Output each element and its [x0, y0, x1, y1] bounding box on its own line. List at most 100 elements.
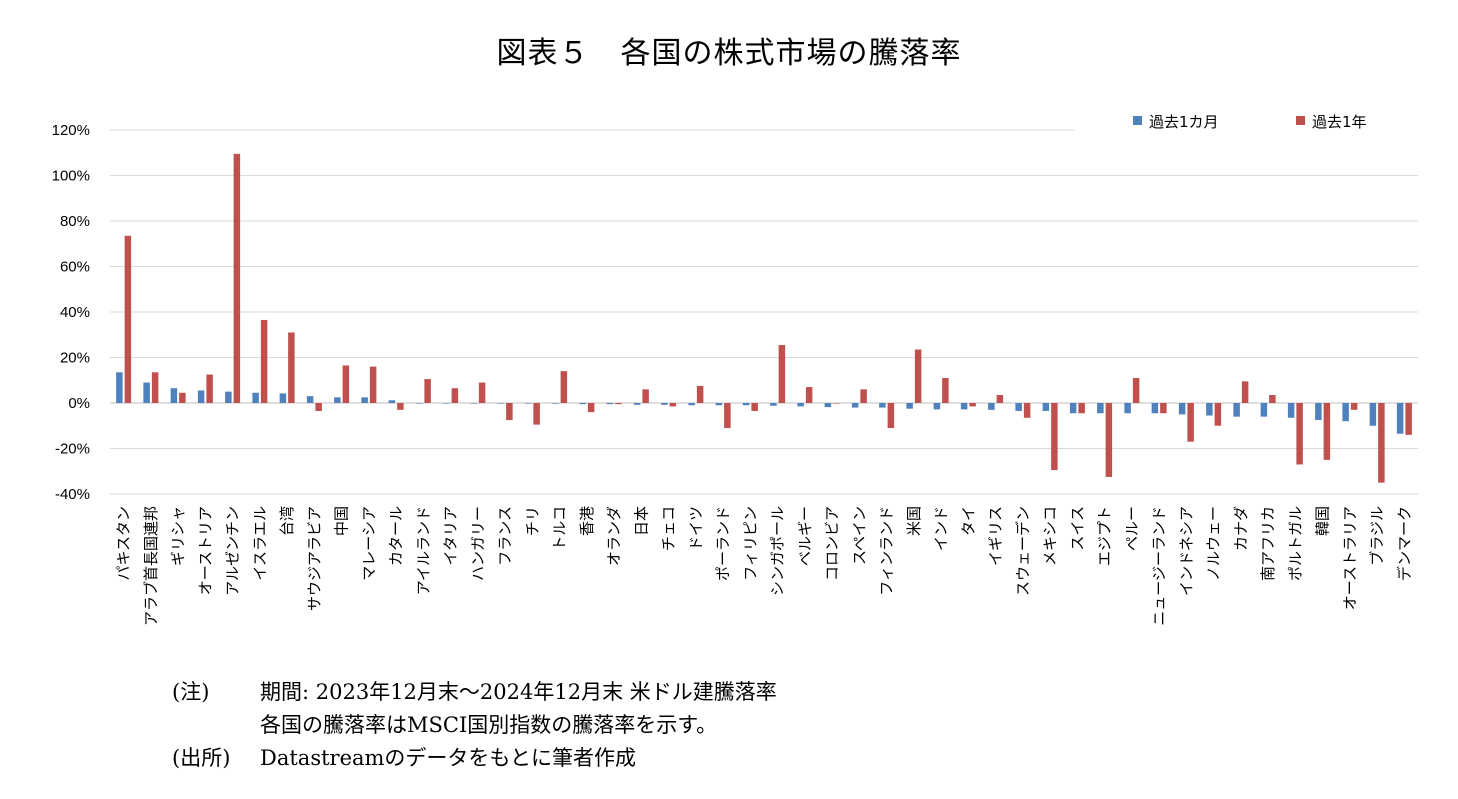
- category-label: ポルトガル: [1286, 506, 1304, 581]
- bar-1year: [533, 403, 540, 425]
- bar-1month: [143, 382, 150, 403]
- category-label: オーストリア: [196, 506, 214, 595]
- bar-1month: [197, 390, 205, 403]
- legend-label: 過去1カ月: [1149, 113, 1219, 131]
- category-label: フィンランド: [878, 506, 896, 596]
- category-label: インド: [932, 506, 950, 551]
- bar-1month: [1233, 403, 1240, 417]
- bar-1month: [1124, 403, 1131, 414]
- bar-1year: [315, 403, 322, 411]
- bar-1month: [1287, 403, 1295, 418]
- bar-1year: [615, 403, 622, 405]
- bar-1month: [1206, 403, 1213, 416]
- bar-1year: [587, 403, 595, 413]
- bar-1year: [560, 371, 568, 403]
- bar-1month: [1097, 403, 1104, 414]
- bar-1month: [1396, 403, 1404, 434]
- category-label: 韓国: [1314, 506, 1332, 536]
- bar-1year: [1105, 403, 1113, 477]
- bar-1month: [661, 403, 668, 405]
- category-label: サウジアラビア: [305, 506, 323, 611]
- bar-1month: [797, 403, 804, 407]
- note-row: (注) 期間: 2023年12月末～2024年12月末 米ドル建騰落率: [172, 676, 777, 709]
- bar-1month: [824, 403, 832, 408]
- bar-1month: [579, 403, 586, 405]
- bar-1month: [497, 403, 505, 404]
- bar-1year: [233, 153, 241, 403]
- bar-1year: [969, 403, 976, 407]
- category-label: アルゼンチン: [224, 506, 242, 596]
- bar-1month: [415, 403, 423, 404]
- category-label: 香港: [578, 506, 596, 536]
- bar-1year: [1187, 403, 1194, 442]
- bar-1month: [1369, 403, 1377, 426]
- bar-1year: [397, 403, 404, 410]
- bar-1year: [1378, 403, 1385, 483]
- bar-1year: [1214, 403, 1222, 426]
- bar-1year: [696, 385, 704, 403]
- source-text: Datastreamのデータをもとに筆者作成: [260, 746, 637, 770]
- y-tick-label: 40%: [60, 304, 90, 321]
- bar-1month: [988, 403, 995, 410]
- bar-1year: [124, 235, 132, 403]
- bar-1month: [170, 388, 178, 403]
- category-label: マレーシア: [360, 506, 378, 581]
- category-label: 台湾: [278, 506, 296, 536]
- bar-1year: [833, 403, 840, 404]
- bar-1year: [1350, 403, 1358, 410]
- bar-1month: [633, 403, 641, 405]
- bar-1year: [996, 395, 1004, 403]
- y-tick-label: 80%: [60, 213, 90, 230]
- bar-1year: [506, 403, 513, 421]
- category-label: エジプト: [1096, 506, 1114, 566]
- source-label: (出所): [172, 746, 231, 770]
- bar-1year: [179, 392, 186, 403]
- category-label: フランス: [496, 506, 514, 566]
- note-row-2: 各国の騰落率はMSCI国別指数の騰落率を示す。: [172, 709, 777, 742]
- category-label: チェコ: [660, 506, 678, 551]
- y-tick-label: -20%: [55, 441, 90, 458]
- category-label: カナダ: [1232, 506, 1250, 551]
- category-label: ドイツ: [687, 506, 705, 551]
- bar-1month: [879, 403, 886, 408]
- category-label: デンマーク: [1395, 506, 1413, 581]
- bar-1year: [151, 372, 159, 403]
- bar-1month: [524, 403, 532, 404]
- category-label: タイ: [959, 506, 977, 536]
- bar-1month: [1178, 403, 1186, 415]
- category-label: スペイン: [850, 506, 868, 565]
- bar-1month: [225, 391, 232, 403]
- category-label: スイス: [1068, 506, 1086, 551]
- bar-1month: [252, 392, 259, 403]
- bar-1year: [342, 365, 350, 403]
- category-label: チリ: [523, 506, 541, 536]
- bar-1month: [960, 403, 968, 410]
- bar-1month: [906, 403, 913, 409]
- bar-1year: [424, 379, 431, 403]
- bar-1month: [1015, 403, 1022, 411]
- category-label: パキスタン: [115, 506, 133, 581]
- bar-1month: [933, 403, 941, 410]
- y-tick-label: 60%: [60, 259, 90, 276]
- bar-1month: [116, 372, 123, 403]
- category-label: コロンビア: [823, 506, 841, 581]
- category-label: ニュージーランド: [1150, 506, 1168, 626]
- bar-1year: [288, 332, 295, 403]
- category-label: ノルウェー: [1205, 506, 1223, 581]
- bar-1year: [1269, 395, 1276, 403]
- bar-1month: [443, 403, 450, 404]
- y-tick-label: 100%: [52, 168, 90, 185]
- bar-1month: [770, 403, 777, 406]
- bar-1year: [887, 403, 895, 429]
- note-line-1: 期間: 2023年12月末～2024年12月末 米ドル建騰落率: [260, 680, 777, 704]
- category-label: シンガポール: [769, 506, 787, 596]
- category-label: 米国: [905, 506, 923, 536]
- category-label: 中国: [333, 506, 351, 536]
- category-label: イギリス: [987, 506, 1005, 566]
- category-label: インドネシア: [1177, 506, 1195, 596]
- bar-1month: [715, 403, 723, 406]
- y-tick-label: 0%: [68, 395, 90, 412]
- y-tick-label: 20%: [60, 350, 90, 367]
- bar-1year: [260, 319, 268, 403]
- bar-1year: [914, 349, 922, 403]
